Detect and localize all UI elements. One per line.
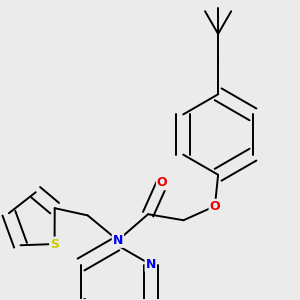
Text: O: O xyxy=(157,176,167,189)
Text: N: N xyxy=(113,234,123,247)
Text: O: O xyxy=(210,200,220,213)
Text: N: N xyxy=(146,258,156,271)
Text: S: S xyxy=(50,238,59,250)
